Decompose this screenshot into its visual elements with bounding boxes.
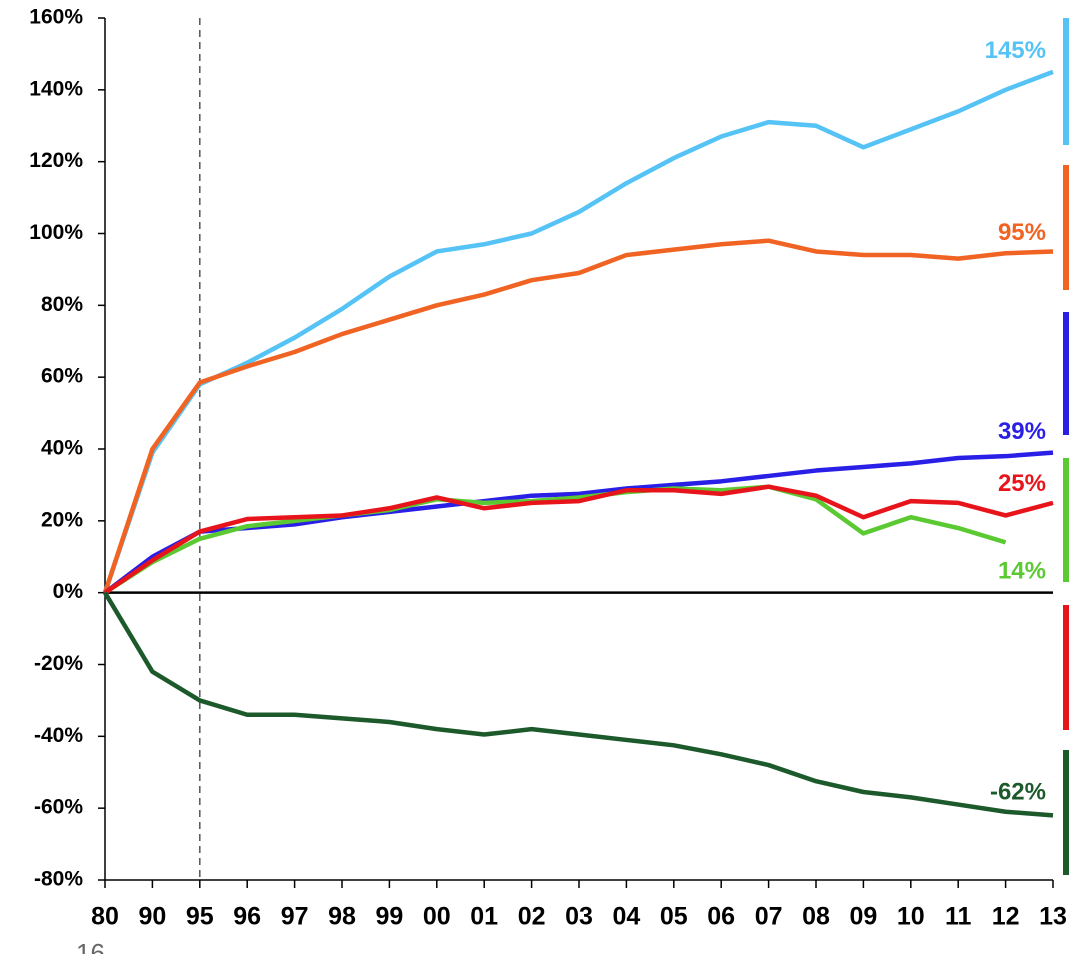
x-tick-label: 96 <box>233 903 261 931</box>
x-tick-label: 01 <box>470 903 498 931</box>
y-tick-label: 80% <box>41 293 83 316</box>
end-label: 14% <box>998 558 1046 585</box>
x-tick-label: 97 <box>281 903 309 931</box>
y-tick-label: 0% <box>53 580 84 603</box>
x-tick-label: 80 <box>91 903 119 931</box>
x-tick-label: 12 <box>992 903 1020 931</box>
end-label: 39% <box>998 418 1046 445</box>
x-tick-label: 02 <box>518 903 546 931</box>
x-tick-label: 09 <box>849 903 877 931</box>
x-tick-label: 90 <box>138 903 166 931</box>
end-label: 25% <box>998 470 1046 497</box>
y-tick-label: -60% <box>34 796 83 819</box>
y-tick-label: 20% <box>41 508 83 531</box>
end-label: 145% <box>985 37 1046 64</box>
series-line <box>103 591 1054 818</box>
series-line <box>102 238 1054 594</box>
x-tick-label: 13 <box>1039 903 1067 931</box>
end-label: 95% <box>998 219 1046 246</box>
legend-swatch <box>1063 312 1069 435</box>
x-tick-label: 05 <box>660 903 688 931</box>
x-tick-label: 11 <box>945 903 972 931</box>
y-tick-label: 160% <box>29 6 83 29</box>
x-tick-label: 03 <box>565 903 593 931</box>
legend-swatch <box>1063 458 1069 582</box>
series-line <box>103 484 1007 595</box>
y-tick-label: 40% <box>41 437 83 460</box>
x-tick-label: 00 <box>423 903 451 931</box>
legend-swatch <box>1063 165 1069 290</box>
legend-swatch <box>1063 750 1069 875</box>
end-label: -62% <box>990 779 1046 806</box>
legend-swatch <box>1063 18 1069 145</box>
y-tick-label: 120% <box>29 149 83 172</box>
y-tick-label: 100% <box>29 221 83 244</box>
y-tick-label: -40% <box>34 724 83 747</box>
x-tick-label: 95 <box>186 903 214 931</box>
y-tick-label: 60% <box>41 365 83 388</box>
y-tick-label: 140% <box>29 77 83 100</box>
legend-swatch <box>1063 605 1069 730</box>
x-tick-label: 99 <box>375 903 403 931</box>
x-tick-label: 04 <box>612 903 640 931</box>
page-number: 16 <box>76 938 105 954</box>
y-tick-label: -20% <box>34 652 83 675</box>
series-line <box>103 450 1054 595</box>
x-tick-label: 98 <box>328 903 356 931</box>
series-line <box>102 69 1054 594</box>
y-tick-label: -80% <box>34 868 83 891</box>
x-tick-label: 06 <box>707 903 735 931</box>
x-tick-label: 07 <box>755 903 783 931</box>
x-tick-label: 10 <box>897 903 925 931</box>
x-tick-label: 08 <box>802 903 830 931</box>
series-line <box>103 484 1054 595</box>
